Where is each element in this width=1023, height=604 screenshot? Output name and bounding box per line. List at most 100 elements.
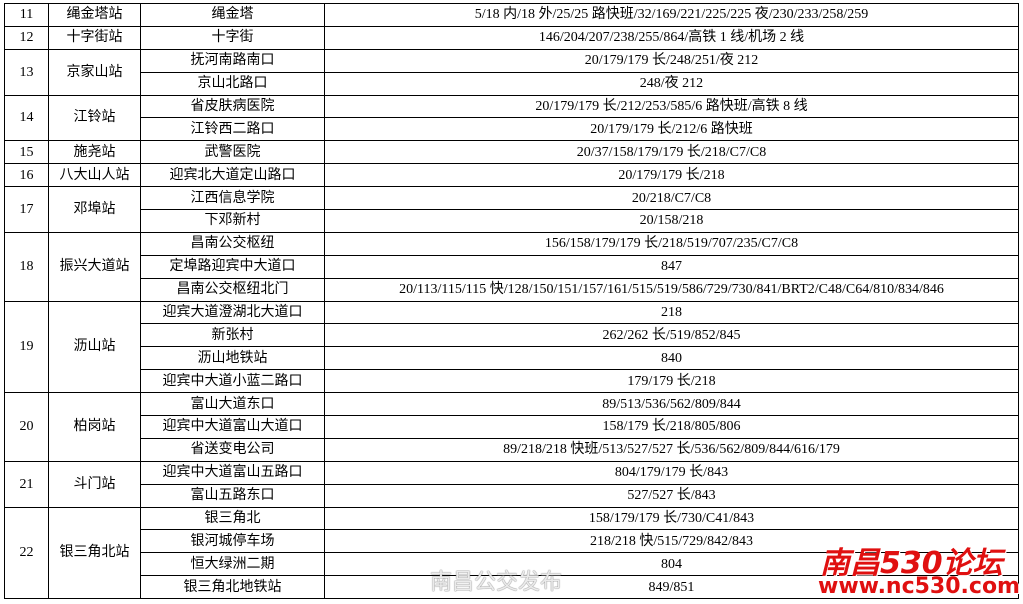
table-row: 富山五路东口 527/527 长/843 — [5, 483, 1019, 508]
stop-name: 富山大道东口 — [140, 392, 325, 417]
table-row: 定埠路迎宾中大道口 847 — [5, 254, 1019, 279]
route-table: 11 绳金塔站 绳金塔 5/18 内/18 外/25/25 路快班/32/169/22… — [4, 3, 1019, 600]
routes: 804/179/179 长/843 — [324, 460, 1019, 485]
table-row: 12 十字街站 十字街 146/204/207/238/255/864/高铁 1 线/… — [4, 25, 1019, 50]
stop-name: 迎宾北大道定山路口 — [140, 163, 325, 188]
table-row: 银三角北地铁站 849/851 — [5, 575, 1019, 600]
routes: 262/262 长/519/852/845 — [324, 323, 1019, 348]
routes: 847 — [324, 254, 1019, 279]
table-row: 新张村 262/262 长/519/852/845 — [5, 323, 1019, 348]
group-number: 14 — [4, 94, 49, 142]
stop-name: 定埠路迎宾中大道口 — [140, 254, 325, 279]
stop-name: 省送变电公司 — [140, 437, 325, 462]
stop-name: 武警医院 — [140, 140, 325, 165]
table-row: 沥山地铁站 840 — [5, 346, 1019, 371]
table-row: 14 江铃站 省皮肤病医院 20/179/179 长/212/253/585/6 路快… — [4, 94, 1019, 142]
table-row: 16 八大山人站 迎宾北大道定山路口 20/179/179 长/218 — [4, 163, 1019, 188]
group-number: 17 — [4, 186, 49, 233]
routes: 20/179/179 长/218 — [324, 163, 1019, 188]
group-number: 18 — [4, 231, 49, 302]
routes: 158/179/179 长/730/C41/843 — [324, 506, 1019, 531]
station-name: 柏岗站 — [48, 392, 141, 462]
station-name: 绳金塔站 — [48, 3, 141, 27]
group-number: 15 — [4, 140, 49, 165]
stop-name: 迎宾中大道富山大道口 — [140, 415, 325, 439]
station-name: 邓埠站 — [48, 186, 141, 233]
forum-watermark: 南昌530论坛 — [820, 546, 1003, 581]
stop-name: 新张村 — [140, 323, 325, 348]
table-row: 昌南公交枢纽北门 20/113/115/115 快/128/150/151/157… — [5, 277, 1019, 302]
routes: 527/527 长/843 — [324, 483, 1019, 508]
stop-name: 昌南公交枢纽 — [140, 231, 325, 256]
stop-name: 绳金塔 — [140, 3, 325, 27]
routes: 840 — [324, 346, 1019, 371]
stop-name: 江西信息学院 — [140, 186, 325, 211]
group-number: 16 — [4, 163, 49, 188]
group-number: 12 — [4, 25, 49, 50]
routes: 146/204/207/238/255/864/高铁 1 线/机场 2 线 — [324, 25, 1019, 50]
weibo-watermark: 南昌公交发布 — [430, 570, 563, 595]
group-number: 13 — [4, 48, 49, 96]
stop-name: 下邓新村 — [140, 209, 325, 233]
routes: 5/18 内/18 外/25/25 路快班/32/169/221/225/225… — [324, 3, 1019, 27]
group-number: 22 — [4, 506, 49, 600]
table-row: 19 沥山站 迎宾大道澄湖北大道口 218 — [4, 300, 1019, 394]
routes: 218 — [324, 300, 1019, 325]
routes: 20/37/158/179/179 长/218/C7/C8 — [324, 140, 1019, 165]
stop-name: 迎宾大道澄湖北大道口 — [140, 300, 325, 325]
stop-name: 银河城停车场 — [140, 529, 325, 554]
stop-name: 省皮肤病医院 — [140, 94, 325, 119]
routes: 179/179 长/218 — [324, 369, 1019, 394]
stop-name: 京山北路口 — [140, 71, 325, 96]
table-row: 省送变电公司 89/218/218 快班/513/527/527 长/536/56… — [5, 437, 1019, 462]
station-name: 江铃站 — [48, 94, 141, 142]
table-row: 迎宾中大道富山大道口 158/179 长/218/805/806 — [5, 415, 1019, 439]
routes: 849/851 — [324, 575, 1019, 600]
routes: 20/179/179 长/248/251/夜 212 — [324, 48, 1019, 73]
table-row: 京山北路口 248/夜 212 — [5, 71, 1019, 96]
station-name: 京家山站 — [48, 48, 141, 96]
stop-name: 昌南公交枢纽北门 — [140, 277, 325, 302]
table-row: 15 施尧站 武警医院 20/37/158/179/179 长/218/C7/C8 — [4, 140, 1019, 165]
table-row: 13 京家山站 抚河南路南口 20/179/179 长/248/251/夜 212 — [4, 48, 1019, 96]
table-row: 17 邓埠站 江西信息学院 20/218/C7/C8 — [4, 186, 1019, 233]
stop-name: 恒大绿洲二期 — [140, 552, 325, 577]
station-name: 八大山人站 — [48, 163, 141, 188]
table-row: 22 银三角北站 银三角北 158/179/179 长/730/C41/843 — [4, 506, 1019, 600]
table-row: 下邓新村 20/158/218 — [5, 209, 1019, 233]
station-name: 十字街站 — [48, 25, 141, 50]
stop-name: 银三角北 — [140, 506, 325, 531]
routes: 20/113/115/115 快/128/150/151/157/161/515… — [324, 277, 1019, 302]
routes: 89/513/536/562/809/844 — [324, 392, 1019, 417]
station-name: 沥山站 — [48, 300, 141, 394]
station-name: 银三角北站 — [48, 506, 141, 600]
routes: 158/179 长/218/805/806 — [324, 415, 1019, 439]
group-number: 20 — [4, 392, 49, 462]
table-row: 18 振兴大道站 昌南公交枢纽 156/158/179/179 长/218/519/7… — [4, 231, 1019, 302]
stop-name: 迎宾中大道富山五路口 — [140, 460, 325, 485]
routes: 20/218/C7/C8 — [324, 186, 1019, 211]
station-name: 斗门站 — [48, 460, 141, 508]
routes: 89/218/218 快班/513/527/527 长/536/562/809/… — [324, 437, 1019, 462]
routes: 248/夜 212 — [324, 71, 1019, 96]
table-row: 迎宾中大道小蓝二路口 179/179 长/218 — [5, 369, 1019, 394]
routes: 156/158/179/179 长/218/519/707/235/C7/C8 — [324, 231, 1019, 256]
stop-name: 沥山地铁站 — [140, 346, 325, 371]
table-row: 21 斗门站 迎宾中大道富山五路口 804/179/179 长/843 — [4, 460, 1019, 508]
group-number: 19 — [4, 300, 49, 394]
group-number: 11 — [4, 3, 49, 27]
routes: 20/179/179 长/212/6 路快班 — [324, 117, 1019, 142]
table-row: 江铃西二路口 20/179/179 长/212/6 路快班 — [5, 117, 1019, 142]
station-name: 振兴大道站 — [48, 231, 141, 302]
stop-name: 江铃西二路口 — [140, 117, 325, 142]
table-row: 11 绳金塔站 绳金塔 5/18 内/18 外/25/25 路快班/32/169/22… — [4, 3, 1019, 27]
routes: 20/179/179 长/212/253/585/6 路快班/高铁 8 线 — [324, 94, 1019, 119]
stop-name: 银三角北地铁站 — [140, 575, 325, 600]
stop-name: 抚河南路南口 — [140, 48, 325, 73]
station-name: 施尧站 — [48, 140, 141, 165]
url-watermark: www.nc530.com — [818, 574, 1020, 599]
table-body: 11 绳金塔站 绳金塔 5/18 内/18 外/25/25 路快班/32/169/22… — [4, 3, 1019, 600]
group-number: 21 — [4, 460, 49, 508]
stop-name: 迎宾中大道小蓝二路口 — [140, 369, 325, 394]
